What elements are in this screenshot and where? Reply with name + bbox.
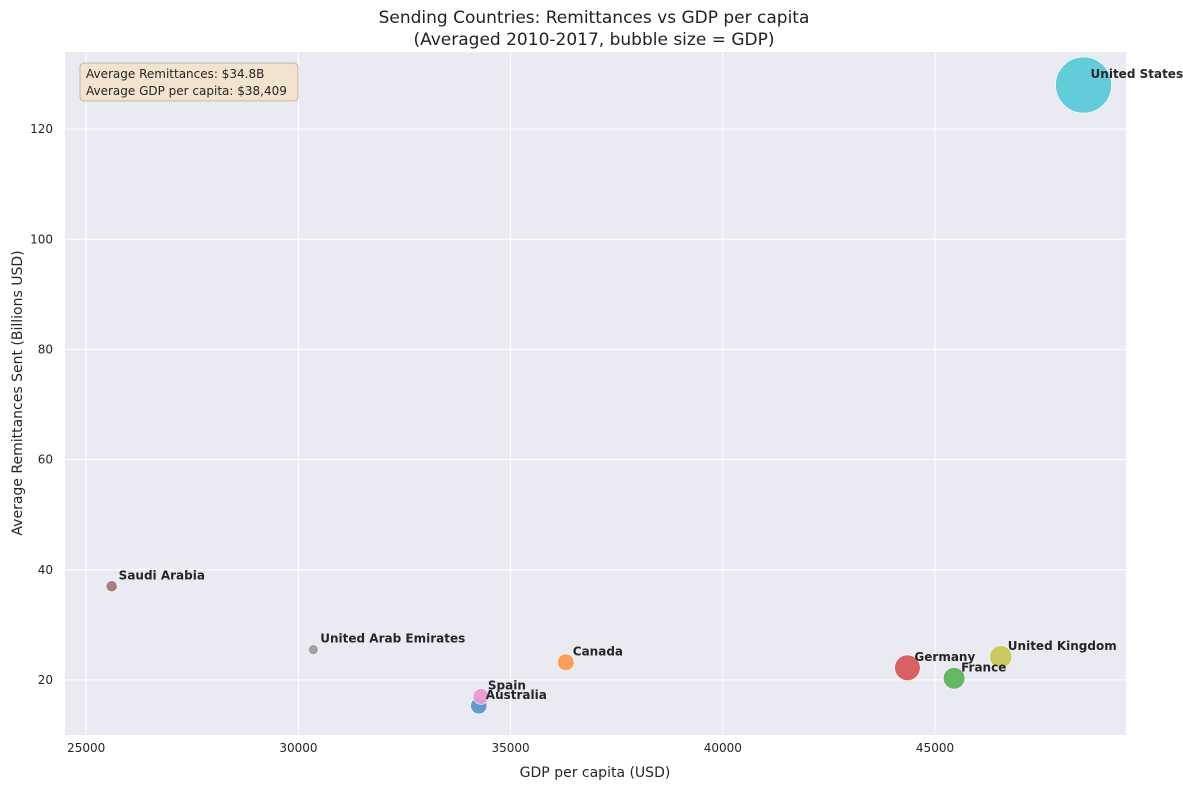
point-germany: [894, 654, 921, 681]
stats-box: Average Remittances: $34.8B Average GDP …: [79, 62, 299, 102]
point-label-spain: Spain: [488, 678, 526, 692]
point-france: [942, 667, 966, 690]
x-axis-label: GDP per capita (USD): [520, 765, 671, 781]
point-united-states: [1055, 56, 1112, 114]
x-tick-label: 30000: [279, 741, 317, 755]
x-axis-ticks: 25000 30000 35000 40000 45000: [67, 741, 954, 755]
grid-lines: [65, 52, 1126, 735]
plot-area: [65, 52, 1126, 735]
stats-line-gdp: Average GDP per capita: $38,409: [86, 84, 287, 98]
point-label-united-kingdom: United Kingdom: [1008, 639, 1117, 653]
y-axis-ticks: 20 40 60 80 100 120: [30, 122, 53, 687]
point-labels: United States Saudi Arabia United Arab Emi…: [119, 67, 1183, 702]
point-label-saudi-arabia: Saudi Arabia: [119, 568, 205, 582]
chart-title: Sending Countries: Remittances vs GDP pe…: [379, 8, 810, 28]
y-tick-label: 20: [38, 673, 53, 687]
point-canada: [557, 653, 575, 671]
stats-line-remittances: Average Remittances: $34.8B: [86, 67, 264, 81]
point-label-united-arab-emirates: United Arab Emirates: [320, 632, 465, 646]
y-tick-label: 60: [38, 453, 53, 467]
y-axis-label: Average Remittances Sent (Billions USD): [10, 250, 26, 535]
x-tick-label: 45000: [916, 741, 954, 755]
point-united-arab-emirates: [307, 644, 319, 655]
x-tick-label: 25000: [67, 741, 105, 755]
y-tick-label: 80: [38, 342, 53, 356]
data-points: [105, 56, 1112, 715]
chart-subtitle: (Averaged 2010-2017, bubble size = GDP): [413, 30, 774, 50]
point-label-france: France: [961, 660, 1006, 674]
y-tick-label: 120: [30, 122, 53, 136]
x-tick-label: 35000: [492, 741, 530, 755]
point-label-canada: Canada: [573, 644, 623, 658]
x-tick-label: 40000: [704, 741, 742, 755]
point-united-kingdom: [989, 645, 1013, 669]
point-saudi-arabia: [105, 580, 118, 593]
point-spain: [472, 688, 490, 705]
point-label-united-states: United States: [1091, 67, 1183, 81]
y-tick-label: 40: [38, 563, 53, 577]
point-label-germany: Germany: [914, 650, 975, 664]
y-tick-label: 100: [30, 232, 53, 246]
stats-box-background: [79, 62, 299, 102]
point-label-australia: Australia: [486, 688, 547, 702]
